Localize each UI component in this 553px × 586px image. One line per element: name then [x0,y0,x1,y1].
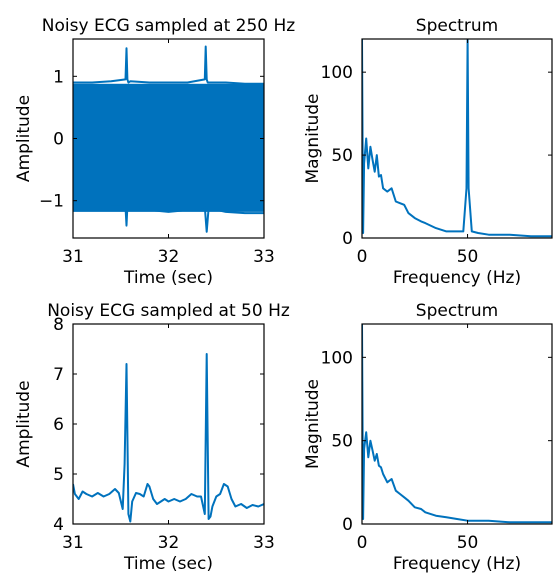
ecg50-ylabel: Amplitude [14,380,34,467]
ecg250-series-line-0 [73,45,264,85]
ecg50-ytick-label: 7 [53,365,64,385]
spectrum50-ytick-label: 50 [331,432,353,452]
spectrum250-xtick-label: 0 [357,247,368,267]
ecg50-xlabel: Time (sec) [123,554,213,574]
spectrum50-title: Spectrum [416,301,498,321]
ecg50-series-line-0 [73,353,264,523]
ecg50-xtick-label: 31 [62,533,84,553]
spectrum250-ytick-label: 100 [321,63,353,83]
spectrum250-series-line-0 [362,39,552,238]
ecg250-panel: 31 32 33 −1 0 1 Noisy ECG sampled at 250 Hz Tim… [14,16,295,288]
spectrum250-axes-frame [361,38,553,239]
ecg250-ylabel: Amplitude [14,95,34,182]
ecg250-xtick-label: 32 [158,247,180,267]
spectrum250-plot-area [362,39,552,238]
ecg250-series-line-1 [73,204,264,233]
ecg50-ytick-label: 5 [53,465,64,485]
spectrum250-ytick-label: 50 [331,146,353,166]
spectrum250-panel: 0 50 0 50 100 Spectrum Frequency (Hz) Magnitude [303,16,553,288]
spectrum50-series-line-0 [362,324,552,524]
ecg50-xtick-label: 32 [158,533,180,553]
spectrum250-title: Spectrum [416,16,498,36]
ecg250-ytick-label: 1 [53,67,64,87]
ecg250-plot-area [73,45,264,233]
ecg50-xtick-label: 33 [253,533,275,553]
ecg250-noise-band [73,83,264,212]
ecg50-title: Noisy ECG sampled at 50 Hz [47,301,290,321]
ecg50-ytick-label: 6 [53,415,64,435]
ecg250-ytick-label: 0 [53,130,64,150]
spectrum250-ylabel: Magnitude [303,93,323,183]
ecg250-xtick-label: 33 [253,247,275,267]
spectrum250-ytick-label: 0 [342,229,353,249]
ecg50-ytick-label: 4 [53,515,64,535]
spectrum50-xlabel: Frequency (Hz) [393,554,521,574]
ecg50-axes-frame [72,323,265,525]
spectrum50-ytick-label: 0 [342,515,353,535]
spectrum250-xlabel: Frequency (Hz) [393,268,521,288]
ecg250-ytick-label: −1 [39,192,64,212]
ecg250-title: Noisy ECG sampled at 250 Hz [42,16,295,36]
spectrum50-axes-frame [361,323,553,525]
spectrum250-xtick-label: 50 [457,247,479,267]
spectrum50-xtick-label: 0 [357,533,368,553]
spectrum50-xtick-label: 50 [457,533,479,553]
ecg50-ytick-label: 8 [53,315,64,335]
ecg250-xlabel: Time (sec) [123,268,213,288]
ecg250-xtick-label: 31 [62,247,84,267]
spectrum50-plot-area [362,324,552,524]
spectrum50-ytick-label: 100 [321,348,353,368]
spectrum50-ylabel: Magnitude [303,379,323,469]
spectrum50-panel: 0 50 0 50 100 Spectrum Frequency (Hz) Magnitude [303,301,553,574]
ecg50-plot-area [73,353,264,523]
